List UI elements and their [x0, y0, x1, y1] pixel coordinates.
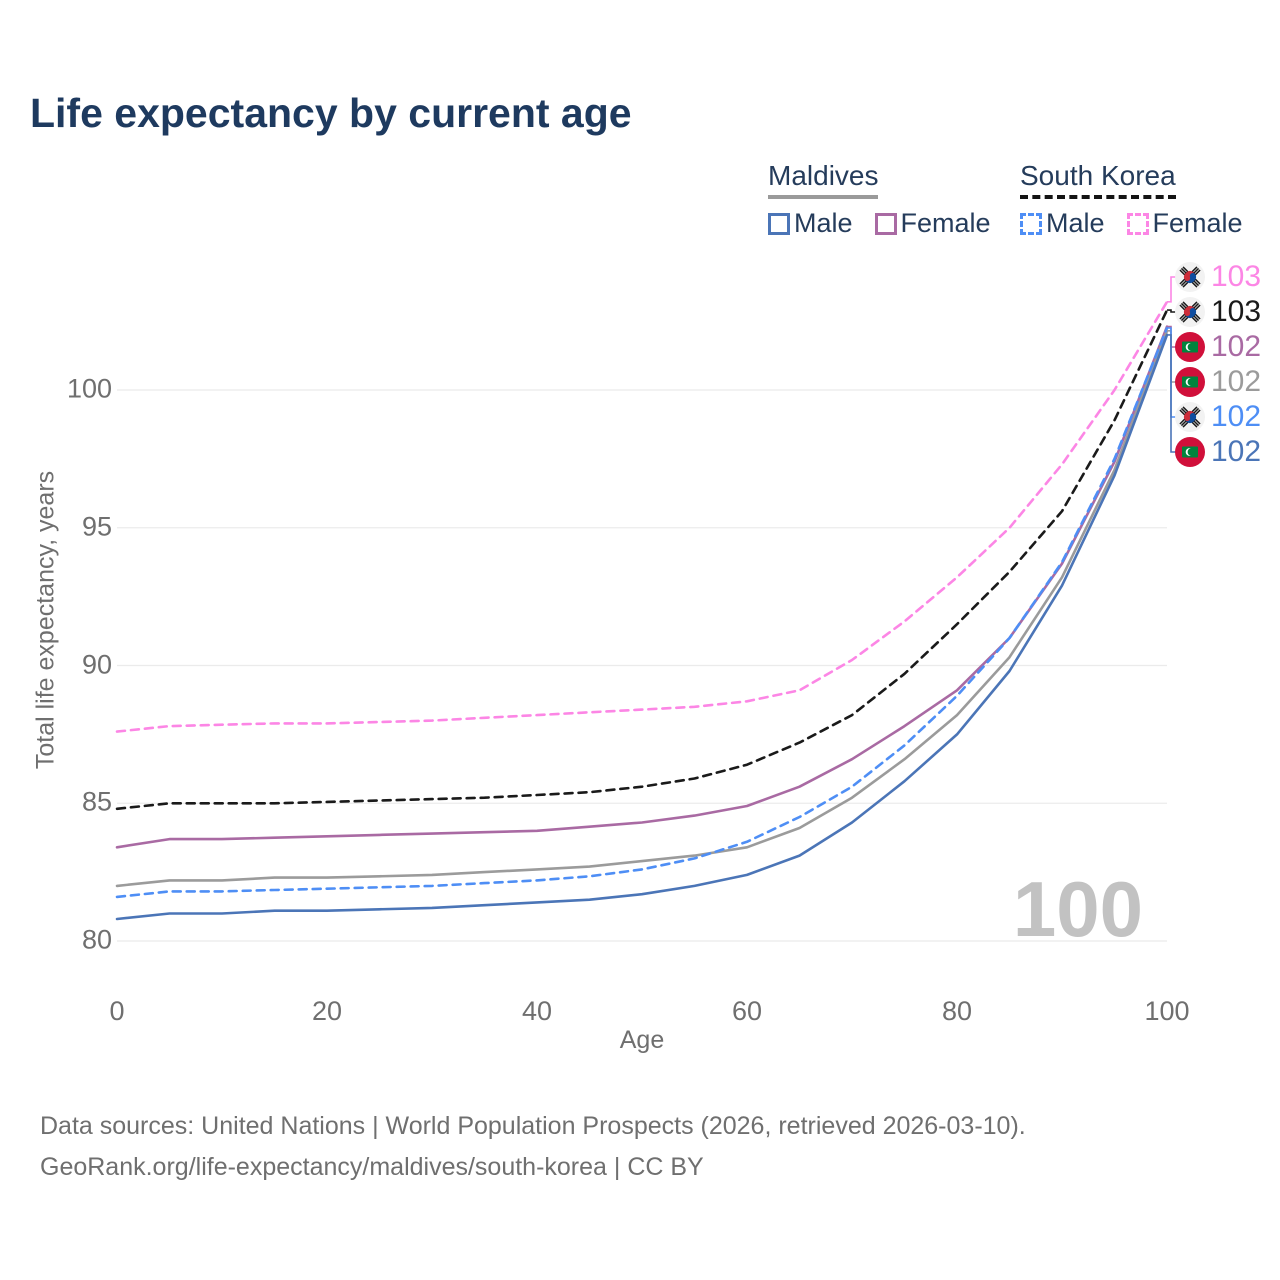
x-tick-label-60: 60: [731, 996, 763, 1026]
legend-item-maldives-male: Male: [768, 208, 853, 239]
leader-line-1: [1167, 309, 1177, 313]
x-tick-label-0: 0: [109, 996, 125, 1026]
end-label-south-korea-male: 102: [1175, 400, 1261, 434]
end-value: 102: [1211, 435, 1262, 468]
legend-label-maldives-male: Male: [794, 208, 853, 238]
legend-label-south-korea-female: Female: [1152, 208, 1243, 238]
x-tick-label-20: 20: [311, 996, 343, 1026]
maldives-flag-icon: [1175, 332, 1205, 362]
end-value: 102: [1211, 365, 1262, 398]
end-label-maldives-female: 102: [1175, 330, 1261, 364]
end-label-maldives-total: 102: [1175, 365, 1261, 399]
y-tick-label-90: 90: [81, 648, 112, 679]
maldives-flag-icon: [1175, 437, 1205, 467]
x-tick-label-100: 100: [1144, 996, 1190, 1026]
series-line-south-korea-both-sexes: [115, 308, 1169, 811]
south-korea-flag-icon: [1175, 402, 1205, 432]
legend-group-south-korea: South Korea Male Female: [1020, 160, 1265, 239]
y-tick-label-95: 95: [81, 511, 112, 542]
end-label-south-korea-female: 103: [1175, 260, 1261, 294]
x-tick-label-40: 40: [521, 996, 553, 1026]
y-tick-label-85: 85: [81, 786, 112, 817]
end-label-south-korea-total: 103: [1175, 295, 1261, 329]
maldives-flag-icon: [1175, 367, 1205, 397]
legend-item-maldives-female: Female: [874, 208, 991, 239]
series-line-maldives-both-sexes: [115, 329, 1169, 888]
page-title: Life expectancy by current age: [30, 90, 632, 136]
maldives-female-swatch-icon: [874, 212, 897, 235]
end-value: 102: [1211, 400, 1262, 433]
legend-group-maldives: Maldives Male Female: [768, 160, 1013, 239]
age-counter-watermark: 100: [1012, 865, 1143, 953]
attribution-line: GeoRank.org/life-expectancy/maldives/sou…: [40, 1153, 704, 1181]
south-korea-flag-icon: [1175, 262, 1205, 292]
footer: Data sources: United Nations | World Pop…: [40, 1106, 1026, 1188]
series-line-maldives-female: [115, 325, 1169, 849]
x-axis-title: Age: [619, 1026, 665, 1054]
legend-header-maldives: Maldives: [768, 160, 879, 199]
y-tick-label-100: 100: [66, 373, 112, 404]
end-value: 103: [1211, 260, 1262, 293]
leader-line-5: [1167, 334, 1177, 453]
end-value: 103: [1211, 295, 1262, 328]
legend-header-south-korea: South Korea: [1020, 160, 1176, 199]
south-korea-male-swatch-icon: [1020, 212, 1042, 235]
data-source-line: Data sources: United Nations | World Pop…: [40, 1112, 1026, 1140]
leader-line-0: [1167, 276, 1177, 303]
series-line-maldives-male: [115, 333, 1169, 921]
end-label-maldives-male: 102: [1175, 435, 1261, 469]
south-korea-flag-icon: [1175, 297, 1205, 327]
end-value: 102: [1211, 330, 1262, 363]
legend-label-maldives-female: Female: [900, 208, 991, 238]
maldives-male-swatch-icon: [768, 212, 790, 235]
legend-label-south-korea-male: Male: [1046, 208, 1105, 238]
legend-row-south-korea: Male Female: [1020, 208, 1265, 239]
series-line-south-korea-female: [115, 300, 1169, 733]
legend-item-south-korea-male: Male: [1020, 208, 1105, 239]
legend-item-south-korea-female: Female: [1126, 208, 1243, 239]
legend-row-maldives: Male Female: [768, 208, 1013, 239]
series-line-south-korea-male: [115, 326, 1169, 899]
south-korea-female-swatch-icon: [1126, 212, 1149, 235]
y-tick-label-80: 80: [81, 924, 112, 955]
x-tick-label-80: 80: [941, 996, 973, 1026]
